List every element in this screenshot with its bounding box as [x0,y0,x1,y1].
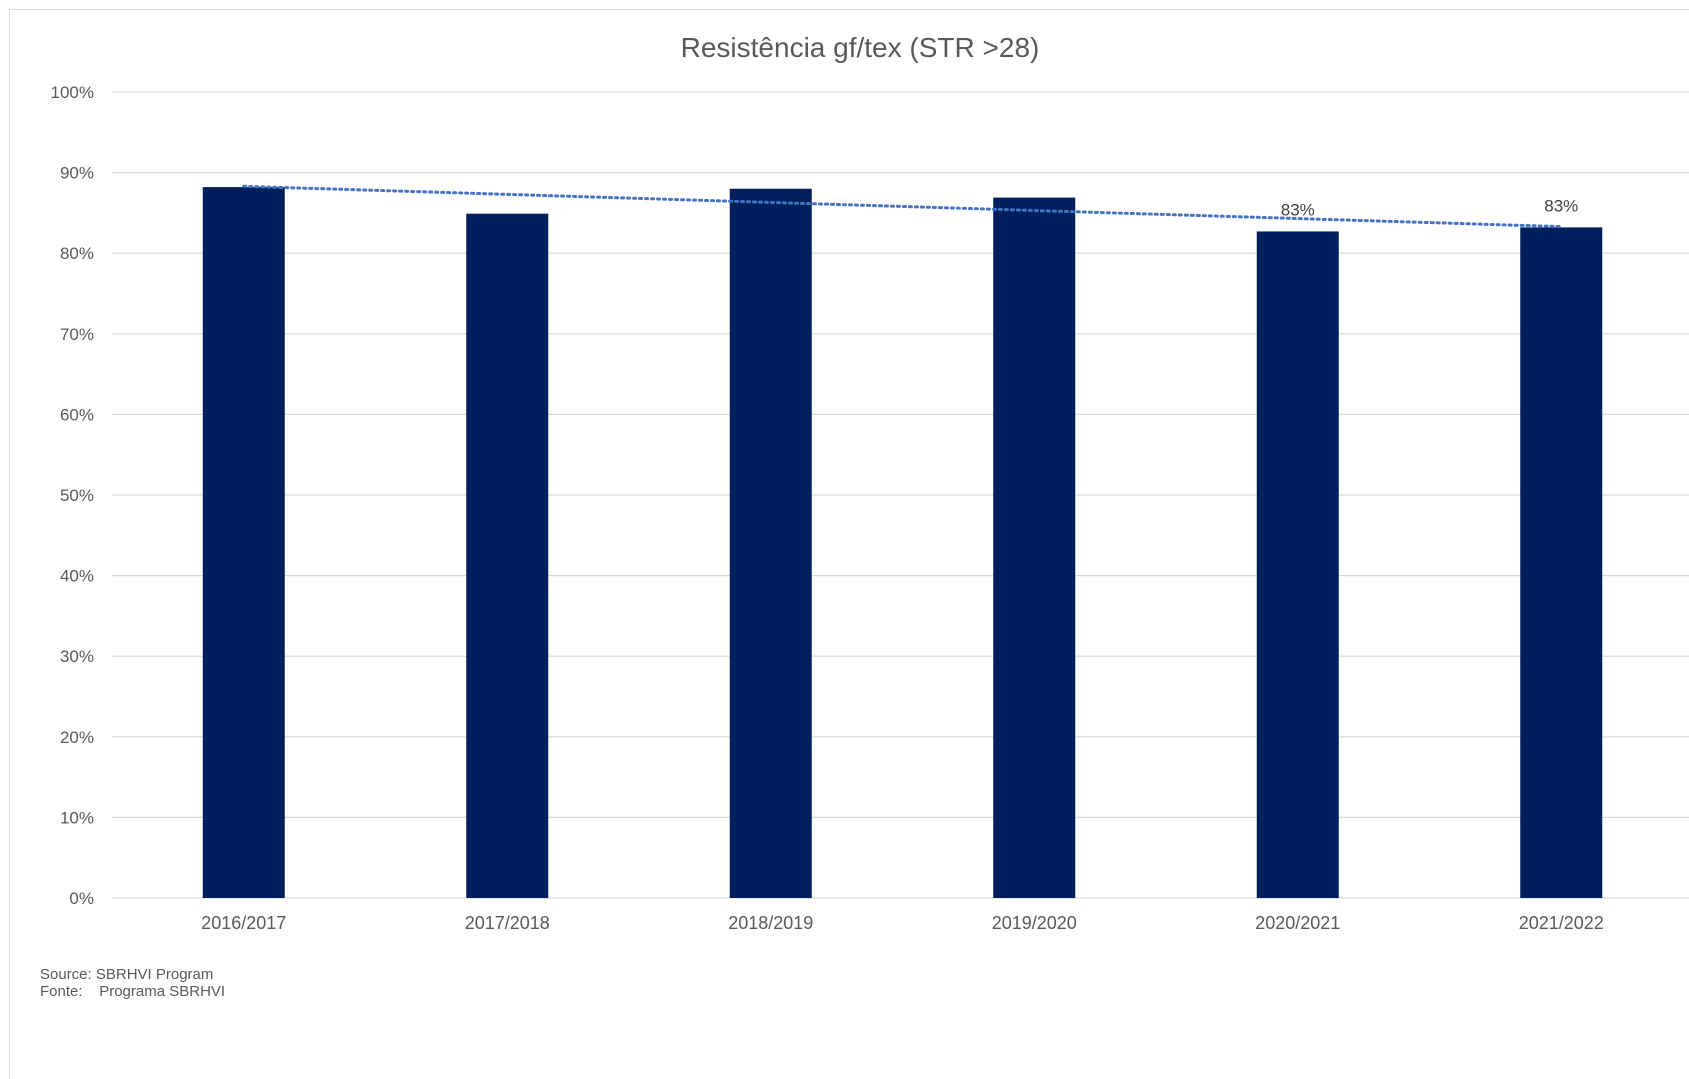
y-axis-ticks: 0% 10% 20% 30% 40% 50% 60% 70% 80% 90% 100% [51,83,94,908]
y-tick-label: 60% [60,405,94,424]
data-label: 83% [1544,196,1578,215]
bar [1256,231,1339,899]
fonte-line: Fonte: Programa SBRHVI [40,983,226,1000]
bar [202,187,285,898]
y-tick-label: 30% [60,647,94,666]
x-tick-label: 2021/2022 [1519,913,1604,933]
y-tick-label: 70% [60,325,94,344]
x-tick-label: 2019/2020 [992,913,1077,933]
gridlines [112,91,1689,899]
bar [729,188,812,899]
source-note: Source: SBRHVI Program Fonte: Programa S… [40,966,225,1000]
x-tick-label: 2017/2018 [465,913,550,933]
x-tick-label: 2016/2017 [201,913,286,933]
y-tick-label: 80% [60,244,94,263]
bar [993,197,1076,898]
y-tick-label: 100% [51,83,94,102]
data-label: 83% [1281,200,1315,219]
x-tick-label: 2020/2021 [1255,913,1340,933]
trendline [242,184,1563,229]
trendline-path [242,184,1563,229]
y-tick-label: 0% [69,889,94,908]
x-axis-ticks: 2016/2017 2017/2018 2018/2019 2019/2020 2020… [201,913,1604,933]
y-tick-label: 90% [60,164,94,183]
x-tick-label: 2018/2019 [728,913,813,933]
source-line: Source: SBRHVI Program [40,966,214,983]
bar [1520,227,1603,898]
y-tick-label: 50% [60,486,94,505]
y-tick-label: 40% [60,567,94,586]
chart-frame [9,9,1689,1079]
y-tick-label: 10% [60,808,94,827]
y-tick-label: 20% [60,728,94,747]
data-labels: 83% 83% [1281,196,1579,219]
bars [202,187,1603,899]
chart-title: Resistência gf/tex (STR >28) [681,32,1040,63]
bar [466,213,549,898]
